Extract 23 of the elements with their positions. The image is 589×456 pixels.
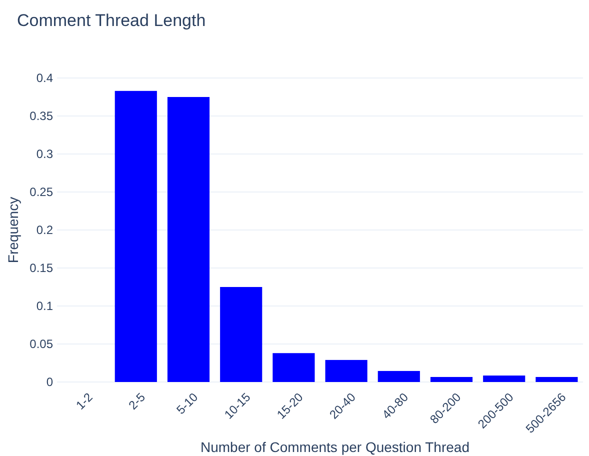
x-tick-label: 1-2: [73, 390, 96, 412]
bar: [536, 376, 578, 382]
y-tick-label: 0.15: [30, 261, 54, 276]
bar: [378, 370, 420, 382]
y-tick-label: 0.35: [30, 109, 54, 124]
y-tick-label: 0.3: [36, 147, 54, 162]
bar: [167, 97, 210, 382]
y-tick-label: 0.2: [36, 223, 54, 238]
bar: [220, 287, 262, 382]
x-tick-label: 2-5: [126, 390, 148, 412]
x-axis-title: Number of Comments per Question Thread: [200, 439, 470, 455]
y-tick-label: 0.4: [36, 71, 54, 86]
bar: [325, 360, 368, 382]
bar: [430, 376, 473, 382]
bar: [483, 376, 526, 382]
y-tick-label: 0.1: [36, 299, 54, 314]
bar: [114, 90, 157, 382]
y-tick-label: 0.25: [30, 185, 54, 200]
chart-title: Comment Thread Length: [17, 11, 206, 30]
y-tick-label: 0.05: [30, 337, 54, 352]
y-tick-label: 0: [46, 375, 54, 390]
bar: [272, 353, 315, 382]
y-axis-title: Frequency: [5, 196, 21, 264]
